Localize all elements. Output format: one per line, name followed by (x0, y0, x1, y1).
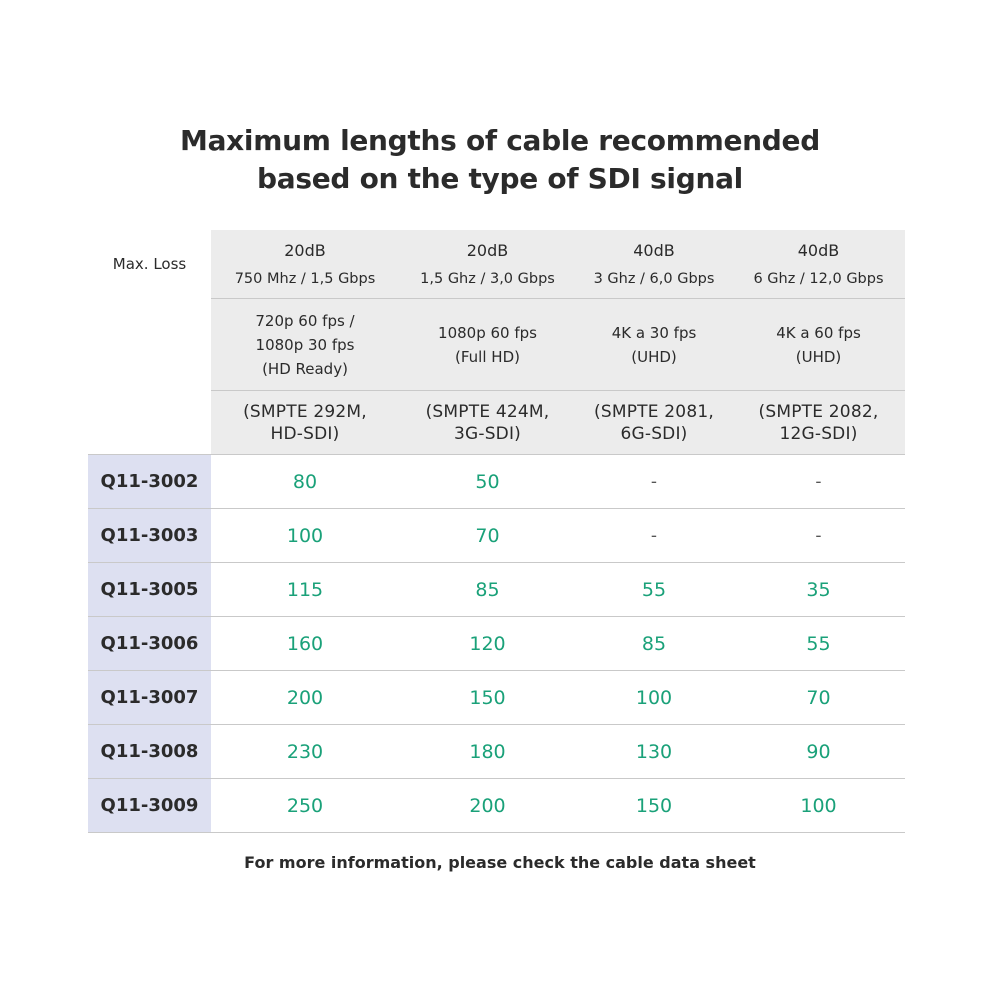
header-row-format: 720p 60 fps / 1080p 30 fps (HD Ready) 10… (88, 298, 905, 391)
cable-model: Q11-3008 (88, 724, 211, 779)
length-value: 70 (399, 508, 576, 563)
length-value: 230 (211, 724, 399, 779)
length-value: 70 (732, 670, 905, 725)
length-value: 85 (399, 562, 576, 617)
length-value: - (576, 454, 732, 509)
length-value: 200 (399, 778, 576, 833)
table-row: Q11-3002 80 50 - - (88, 454, 905, 509)
smpte-standard: (SMPTE 2081, 6G-SDI) (594, 401, 714, 444)
cable-model: Q11-3009 (88, 778, 211, 833)
cable-model: Q11-3006 (88, 616, 211, 671)
header-cell-format: 4K a 30 fps (UHD) (576, 298, 732, 391)
header-cell-standard: (SMPTE 424M, 3G-SDI) (399, 390, 576, 455)
smpte-standard: (SMPTE 2082, 12G-SDI) (758, 401, 879, 444)
loss-db: 40dB (633, 241, 675, 260)
cable-model: Q11-3003 (88, 508, 211, 563)
video-format: 4K a 60 fps (UHD) (776, 323, 861, 366)
length-value: 130 (576, 724, 732, 779)
length-value: 90 (732, 724, 905, 779)
length-value: 100 (576, 670, 732, 725)
header-cell-format: 1080p 60 fps (Full HD) (399, 298, 576, 391)
header-cell-loss: 40dB 6 Ghz / 12,0 Gbps (732, 230, 905, 299)
video-format: 720p 60 fps / 1080p 30 fps (HD Ready) (255, 311, 355, 378)
cable-model: Q11-3002 (88, 454, 211, 509)
table-row: Q11-3007 200 150 100 70 (88, 670, 905, 725)
table-row: Q11-3003 100 70 - - (88, 508, 905, 563)
loss-db: 20dB (466, 241, 509, 260)
length-value: 150 (399, 670, 576, 725)
corner-blank (88, 390, 211, 455)
bandwidth: 3 Ghz / 6,0 Gbps (593, 271, 715, 287)
length-value: 180 (399, 724, 576, 779)
cable-model: Q11-3005 (88, 562, 211, 617)
bandwidth: 750 Mhz / 1,5 Gbps (234, 271, 376, 287)
footer-note: For more information, please check the c… (244, 853, 756, 872)
length-value: 200 (211, 670, 399, 725)
length-value: 160 (211, 616, 399, 671)
max-loss-label: Max. Loss (88, 230, 211, 299)
cable-model: Q11-3007 (88, 670, 211, 725)
length-value: 150 (576, 778, 732, 833)
length-value: 115 (211, 562, 399, 617)
length-value: - (732, 454, 905, 509)
length-value: 100 (211, 508, 399, 563)
video-format: 4K a 30 fps (UHD) (611, 323, 697, 366)
header-cell-loss: 20dB 750 Mhz / 1,5 Gbps (211, 230, 399, 299)
loss-db: 40dB (797, 241, 840, 260)
header-cell-standard: (SMPTE 292M, HD-SDI) (211, 390, 399, 455)
header-cell-loss: 20dB 1,5 Ghz / 3,0 Gbps (399, 230, 576, 299)
header-cell-standard: (SMPTE 2081, 6G-SDI) (576, 390, 732, 455)
length-value: 55 (732, 616, 905, 671)
table-row: Q11-3005 115 85 55 35 (88, 562, 905, 617)
length-value: 85 (576, 616, 732, 671)
table-row: Q11-3008 230 180 130 90 (88, 724, 905, 779)
length-value: 50 (399, 454, 576, 509)
length-value: 250 (211, 778, 399, 833)
header-cell-format: 4K a 60 fps (UHD) (732, 298, 905, 391)
length-value: 120 (399, 616, 576, 671)
bandwidth: 6 Ghz / 12,0 Gbps (753, 271, 884, 287)
corner-blank (88, 298, 211, 391)
length-value: 55 (576, 562, 732, 617)
length-value: 35 (732, 562, 905, 617)
header-cell-standard: (SMPTE 2082, 12G-SDI) (732, 390, 905, 455)
smpte-standard: (SMPTE 424M, 3G-SDI) (425, 401, 550, 444)
table-row: Q11-3006 160 120 85 55 (88, 616, 905, 671)
header-cell-format: 720p 60 fps / 1080p 30 fps (HD Ready) (211, 298, 399, 391)
video-format: 1080p 60 fps (Full HD) (438, 323, 537, 366)
table-row: Q11-3009 250 200 150 100 (88, 778, 905, 833)
page-title: Maximum lengths of cable recommended bas… (0, 122, 1000, 198)
smpte-standard: (SMPTE 292M, HD-SDI) (243, 401, 367, 444)
title-line-1: Maximum lengths of cable recommended (180, 124, 820, 157)
loss-db: 20dB (284, 241, 326, 260)
header-row-loss: Max. Loss 20dB 750 Mhz / 1,5 Gbps 20dB 1,5… (88, 230, 905, 299)
length-value: 80 (211, 454, 399, 509)
title-line-2: based on the type of SDI signal (257, 162, 743, 195)
header-cell-loss: 40dB 3 Ghz / 6,0 Gbps (576, 230, 732, 299)
header-row-standard: (SMPTE 292M, HD-SDI) (SMPTE 424M, 3G-SDI… (88, 390, 905, 455)
length-value: - (576, 508, 732, 563)
length-value: - (732, 508, 905, 563)
cable-length-table: Max. Loss 20dB 750 Mhz / 1,5 Gbps 20dB 1,5… (88, 230, 905, 833)
length-value: 100 (732, 778, 905, 833)
bandwidth: 1,5 Ghz / 3,0 Gbps (420, 271, 555, 287)
